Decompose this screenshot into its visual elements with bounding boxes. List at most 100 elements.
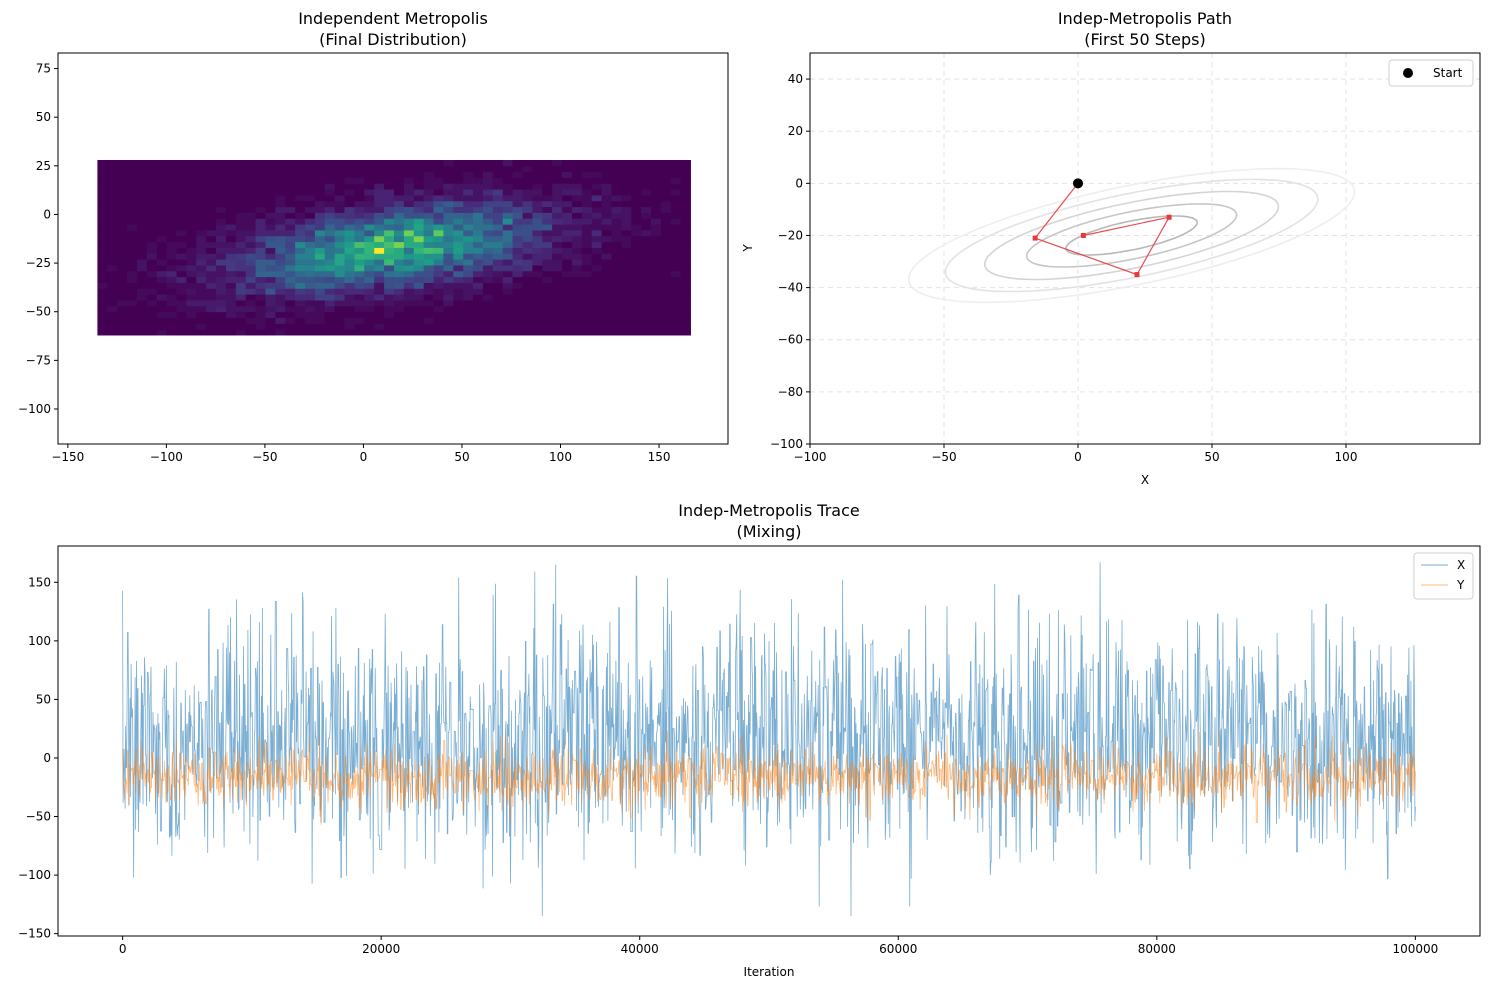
histogram-cell — [403, 311, 415, 318]
histogram-cell — [403, 183, 415, 190]
path-ytick-label: −40 — [778, 281, 803, 295]
histogram-cell — [344, 177, 355, 184]
histogram-cell — [176, 300, 187, 307]
histogram-cell — [502, 276, 514, 283]
histogram-cell — [127, 206, 138, 213]
histogram-cell — [680, 317, 691, 324]
histogram-cell — [196, 294, 207, 301]
histogram-cell — [502, 247, 514, 254]
histogram-cell — [275, 235, 286, 243]
histogram-cell — [413, 282, 425, 289]
histogram-cell — [443, 259, 454, 266]
histogram-cell — [660, 265, 672, 272]
histogram-cell — [562, 177, 573, 184]
histogram-subtitle: (Final Distribution) — [319, 30, 467, 49]
histogram-cell — [393, 247, 405, 254]
histogram-cell — [542, 270, 553, 278]
histogram-cell — [631, 323, 642, 330]
histogram-cell — [403, 235, 415, 243]
histogram-cell — [265, 253, 276, 260]
histogram-cell — [611, 189, 622, 196]
histogram-cell — [384, 206, 395, 213]
histogram-cell — [631, 224, 642, 231]
histogram-cell — [265, 200, 276, 208]
histogram-cell — [295, 189, 306, 196]
histogram-cell — [670, 270, 682, 278]
histogram-cell — [344, 241, 355, 248]
histogram-cell — [156, 311, 168, 318]
histogram-cell — [314, 235, 326, 243]
histogram-cell — [354, 230, 365, 237]
histogram-cell — [413, 212, 425, 219]
histogram-cell — [344, 329, 355, 336]
histogram-cell — [235, 165, 247, 173]
histogram-cell — [680, 195, 691, 202]
histogram-cell — [245, 183, 256, 190]
histogram-cell — [651, 317, 662, 324]
histogram-cell — [473, 177, 484, 184]
path-step-marker — [1080, 232, 1086, 238]
histogram-cell — [522, 259, 533, 266]
histogram-cell — [275, 230, 286, 237]
histogram-cell — [275, 165, 286, 173]
histogram-cell — [443, 329, 454, 336]
histogram-cell — [473, 276, 484, 283]
histogram-cell — [473, 171, 484, 178]
histogram-cell — [423, 288, 434, 295]
histogram-cell — [532, 247, 543, 254]
histogram-cell — [285, 305, 296, 313]
histogram-cell — [463, 253, 474, 260]
histogram-cell — [364, 235, 375, 243]
histogram-cell — [562, 183, 573, 190]
histogram-cell — [127, 224, 138, 231]
histogram-cell — [107, 183, 118, 190]
histogram-cell — [680, 294, 691, 301]
histogram-cell — [225, 195, 237, 202]
histogram-cell — [532, 300, 543, 307]
histogram-cell — [502, 323, 514, 330]
histogram-cell — [216, 305, 227, 313]
histogram-cell — [443, 294, 454, 301]
histogram-cell — [146, 276, 158, 283]
histogram-cell — [156, 206, 168, 213]
histogram-cell — [522, 300, 533, 307]
histogram-cell — [611, 329, 622, 336]
histogram-cell — [581, 270, 593, 278]
histogram-cell — [463, 311, 474, 318]
histogram-cell — [552, 276, 563, 283]
histogram-cell — [156, 195, 168, 202]
histogram-cell — [216, 241, 227, 248]
histogram-cell — [393, 270, 405, 278]
histogram-cell — [344, 165, 355, 173]
histogram-cell — [314, 288, 326, 295]
histogram-cell — [403, 259, 415, 266]
histogram-cell — [235, 294, 247, 301]
histogram-cell — [255, 183, 266, 190]
histogram-cell — [166, 288, 177, 295]
histogram-cell — [463, 241, 474, 248]
histogram-cell — [492, 311, 504, 318]
histogram-cell — [146, 195, 158, 202]
histogram-cell — [433, 183, 444, 190]
histogram-cell — [156, 253, 168, 260]
histogram-cell — [295, 305, 306, 313]
histogram-cell — [651, 276, 662, 283]
histogram-cell — [660, 206, 672, 213]
histogram-cell — [206, 195, 217, 202]
histogram-cell — [156, 323, 168, 330]
histogram-cell — [403, 230, 415, 237]
histogram-cell — [127, 282, 138, 289]
histogram-cell — [502, 195, 514, 202]
histogram-cell — [344, 230, 355, 237]
histogram-cell — [97, 276, 108, 283]
histogram-cell — [334, 311, 345, 318]
histogram-cell — [611, 183, 622, 190]
histogram-cell — [255, 177, 266, 184]
histogram-cell — [641, 259, 652, 266]
histogram-cell — [473, 165, 484, 173]
histogram-cell — [532, 253, 543, 260]
histogram-cell — [581, 183, 593, 190]
histogram-cell — [176, 224, 187, 231]
histogram-cell — [364, 288, 375, 295]
histogram-cell — [354, 294, 365, 301]
